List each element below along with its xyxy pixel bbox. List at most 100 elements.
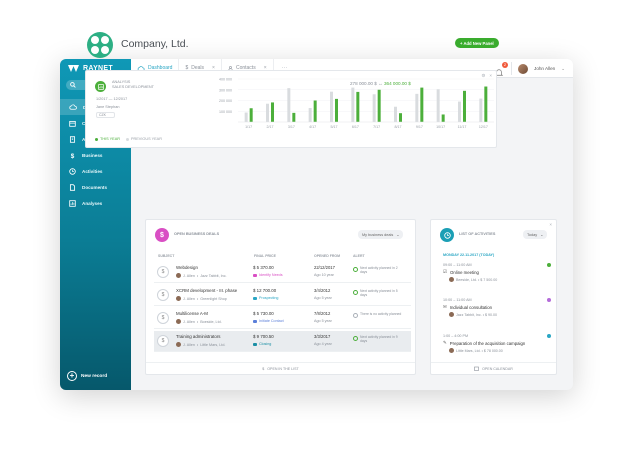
bar-previous-year[interactable] — [394, 106, 397, 122]
dollar-icon: $ — [157, 312, 169, 324]
stage-label: Identify Needs — [259, 273, 283, 277]
deals-filter-select[interactable]: My business deals ⌄ — [358, 230, 404, 239]
x-tick-label: 12/17 — [479, 125, 488, 129]
dollar-icon: $ — [155, 228, 169, 242]
notification-badge: 2 — [502, 61, 509, 68]
raynet-logo-icon — [68, 65, 80, 72]
deal-price: $ 5 730.00 — [253, 311, 274, 316]
bar-previous-year[interactable] — [372, 94, 376, 122]
avatar[interactable] — [518, 63, 529, 74]
column-header-opened[interactable]: OPENED FROM — [314, 254, 341, 258]
sidebar-item-analyses[interactable]: Analyses — [60, 195, 131, 211]
table-row[interactable]: $ XCRM development - III. phase J. Allen • G… — [154, 285, 411, 306]
owner-filter[interactable]: Jane Stephan — [96, 105, 120, 109]
activities-filter-select[interactable]: Today ⌄ — [523, 230, 548, 239]
x-tick-label: 7/17 — [373, 125, 380, 129]
sidebar-item-documents[interactable]: Documents — [60, 179, 131, 195]
activity-item[interactable]: 09:00 – 11:00 AM ☑ Online meeting Beeside, … — [443, 263, 551, 282]
table-row[interactable]: $ Webdesign J. Allen • Jazz Tabbit, Inc. $ 5 … — [154, 262, 411, 283]
bar-this-year[interactable] — [249, 108, 253, 122]
company-name[interactable]: Greenlight Shop — [200, 296, 227, 301]
bar-previous-year[interactable] — [479, 98, 483, 122]
deal-subject[interactable]: Webdesign — [176, 265, 198, 270]
sidebar-item-activities[interactable]: Activities — [60, 163, 131, 179]
new-record-button[interactable]: + New record — [67, 371, 107, 381]
settings-icon[interactable]: ⚙ — [481, 73, 486, 78]
activity-meta: Jazz Tabbit, Inc. • $ 90.00 — [449, 312, 551, 317]
activity-title-text: Individual consultation — [449, 304, 493, 310]
bar-this-year[interactable] — [420, 87, 424, 122]
user-name[interactable]: John Allen — [534, 66, 556, 71]
bar-previous-year[interactable] — [266, 103, 269, 122]
date-range[interactable]: 1/2017 — 12/2017 — [96, 97, 128, 101]
tab-dashboard[interactable]: Dashboard — [131, 59, 180, 78]
column-header-subject[interactable]: SUBJECT — [158, 254, 175, 258]
bar-previous-year[interactable] — [330, 91, 333, 122]
bar-this-year[interactable] — [313, 100, 317, 123]
currency-select[interactable]: CZK — [96, 112, 115, 118]
deal-subject[interactable]: Training administrators — [176, 334, 221, 339]
column-header-price[interactable]: FINAL PRICE — [254, 254, 276, 258]
separator-dot: • — [196, 319, 199, 324]
activity-type-icon: ☑ — [443, 269, 448, 274]
analytics-title: ANALYSIS SALES DEVELOPMENT — [112, 80, 154, 90]
legend-this-year[interactable]: THIS YEAR — [95, 137, 120, 141]
bar-this-year[interactable] — [271, 102, 274, 122]
tab-contacts[interactable]: Contacts × — [222, 59, 274, 78]
close-icon[interactable]: × — [212, 65, 215, 71]
status-dot — [547, 334, 551, 338]
bar-previous-year[interactable] — [287, 88, 291, 122]
bar-previous-year[interactable] — [351, 87, 355, 122]
deal-opened: 3/3/2017 — [314, 334, 331, 339]
more-tabs-button[interactable]: ··· — [281, 65, 288, 71]
clock-icon — [440, 228, 454, 242]
person-icon — [228, 65, 233, 71]
deal-subject[interactable]: Multilicense A-M — [176, 311, 208, 316]
bar-previous-year[interactable] — [244, 112, 248, 122]
sidebar-item-business[interactable]: $ Business — [60, 147, 131, 163]
dollar-icon: $ — [71, 152, 75, 158]
deal-age: Ago 5 year — [314, 319, 332, 323]
bar-this-year[interactable] — [463, 90, 466, 122]
table-row[interactable]: $ Multilicense A-M J. Allen • Boeside, Ltd. $… — [154, 308, 411, 329]
bar-previous-year[interactable] — [308, 108, 312, 122]
close-icon[interactable]: × — [489, 73, 492, 78]
legend-previous-year[interactable]: PREVIOUS YEAR — [125, 137, 162, 141]
close-icon[interactable]: × — [263, 65, 267, 71]
bar-this-year[interactable] — [335, 98, 338, 122]
chevron-down-icon[interactable]: ⌄ — [561, 65, 565, 71]
bar-this-year[interactable] — [377, 89, 381, 122]
avatar — [449, 348, 454, 353]
bar-previous-year[interactable] — [415, 93, 419, 122]
bar-this-year[interactable] — [441, 114, 445, 122]
bar-this-year[interactable] — [399, 113, 402, 122]
activity-type-icon: ✎ — [443, 340, 447, 345]
open-in-list-link[interactable]: $ OPEN IN THE LIST — [146, 362, 415, 374]
analytics-panel: ⚙ × ANALYSIS SALES DEVELOPMENT 1/2017 — … — [85, 70, 497, 148]
activity-title: ✉ Individual consultation — [443, 304, 551, 310]
bar-this-year[interactable] — [484, 86, 488, 122]
alert-text: Next activity planned in 5 days — [360, 289, 398, 298]
deal-subject[interactable]: XCRM development - III. phase — [176, 288, 238, 293]
column-header-alert[interactable]: ALERT — [353, 254, 365, 258]
brand-logo[interactable]: RAYNET — [68, 65, 113, 72]
company-name[interactable]: Jazz Tabbit, Inc. — [200, 273, 227, 278]
activity-meta: Little Mars, Ltd. • $ 78 000.00 — [449, 348, 551, 353]
deal-owner: J. Allen • Boeside, Ltd. — [176, 319, 222, 324]
y-tick-label: 100 000 — [219, 110, 232, 114]
activity-item[interactable]: 1:00 – 4:00 PM ✎ Preparation of the acquis… — [443, 334, 551, 353]
company-name[interactable]: Boeside, Ltd. — [200, 319, 222, 324]
bar-this-year[interactable] — [356, 91, 360, 122]
bar-previous-year[interactable] — [436, 89, 440, 122]
bar-this-year[interactable] — [292, 112, 296, 122]
tab-deals[interactable]: $ Deals × — [179, 59, 222, 78]
company-name[interactable]: Little Mars, Ltd. — [200, 342, 226, 347]
table-row[interactable]: $ Training administrators J. Allen • Little … — [154, 331, 411, 352]
deal-alert: Next activity planned in 5 days — [353, 289, 402, 298]
open-calendar-link[interactable]: OPEN CALENDAR — [431, 362, 556, 374]
bar-previous-year[interactable] — [458, 101, 461, 122]
add-new-panel-button[interactable]: + Add New Panel — [455, 38, 499, 48]
analyses-icon — [69, 199, 76, 207]
activity-item[interactable]: 10:00 – 11:00 AM ✉ Individual consultation… — [443, 298, 551, 317]
close-icon[interactable]: × — [549, 222, 552, 227]
